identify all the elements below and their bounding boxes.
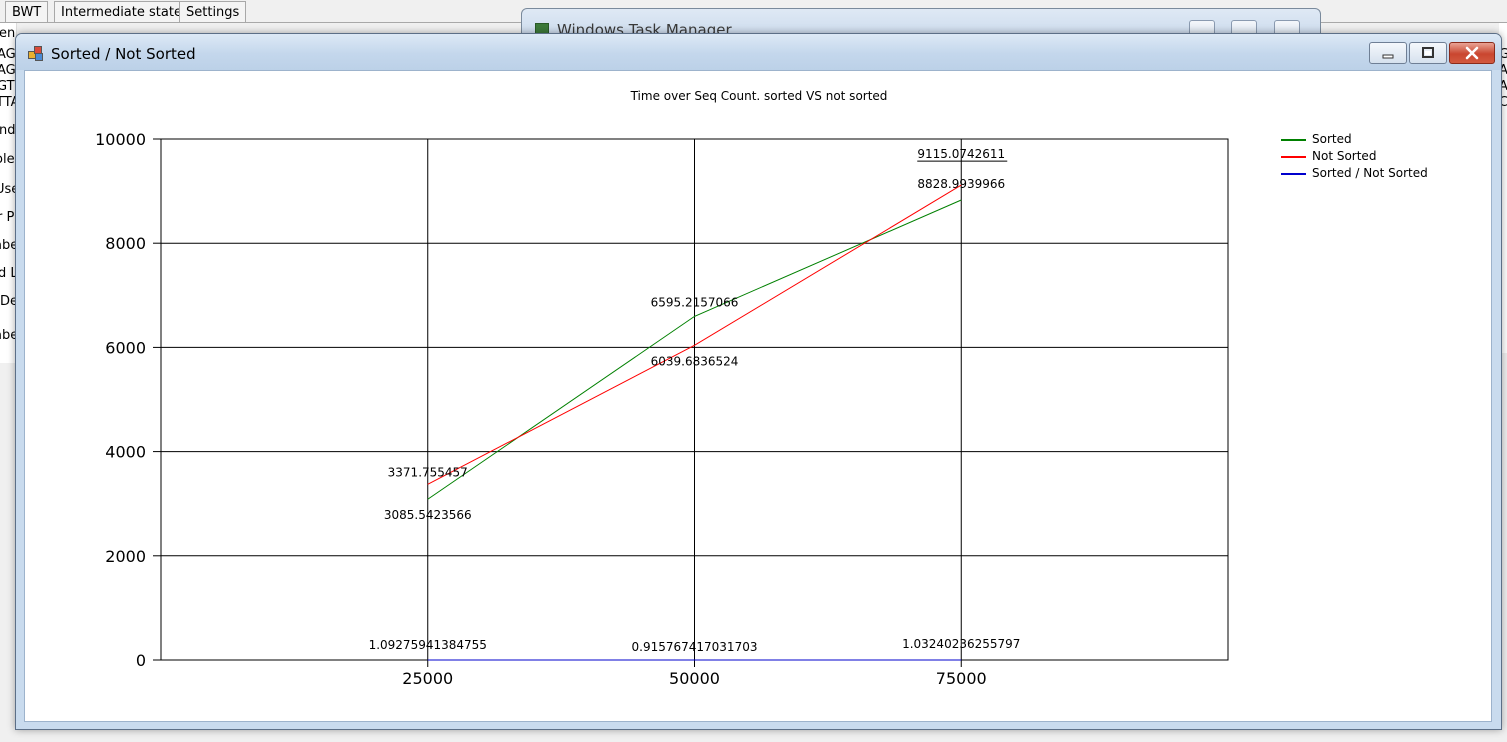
minimize-button[interactable] (1369, 42, 1407, 64)
y-tick-label: 6000 (105, 338, 146, 357)
legend-swatch-sorted (1281, 139, 1306, 141)
data-label-not-sorted: 3371.755457 (388, 465, 468, 479)
data-label-ratio: 1.09275941384755 (369, 638, 487, 652)
x-tick-label: 25000 (402, 669, 453, 688)
background-text: rence (0, 26, 16, 41)
background-text: G (1499, 47, 1507, 62)
legend-swatch-ratio (1281, 173, 1306, 175)
legend-label: Not Sorted (1312, 149, 1377, 163)
background-text: Use (0, 182, 16, 197)
tab-bwt[interactable]: BWT (5, 1, 49, 22)
close-button[interactable] (1449, 42, 1495, 64)
legend-label: Sorted (1312, 132, 1352, 146)
background-text: AG (0, 63, 16, 78)
background-text: TTA (0, 95, 16, 110)
tab-settings[interactable]: Settings (179, 1, 247, 22)
background-text: A (1499, 63, 1507, 78)
window-titlebar[interactable]: Sorted / Not Sorted (16, 34, 1501, 70)
y-tick-label: 2000 (105, 547, 146, 566)
x-tick-label: 75000 (936, 669, 987, 688)
maximize-button[interactable] (1409, 42, 1447, 64)
chart-window: Sorted / Not Sorted Time over Seq Count.… (15, 33, 1502, 730)
background-right-panel: G A A C (1499, 23, 1507, 353)
data-label-sorted: 3085.5423566 (384, 508, 472, 522)
x-tick-label: 50000 (669, 669, 720, 688)
background-text: d L (0, 266, 17, 281)
legend-label: Sorted / Not Sorted (1312, 166, 1428, 180)
y-tick-label: 10000 (95, 130, 146, 149)
data-label-sorted: 6595.2157066 (651, 295, 739, 309)
window-title: Sorted / Not Sorted (51, 45, 196, 63)
series-line-not-sorted (427, 184, 962, 485)
y-tick-label: 8000 (105, 234, 146, 253)
close-icon (1465, 46, 1479, 60)
tab-intermediate-states[interactable]: Intermediate states (54, 1, 196, 22)
background-text: abe (0, 328, 17, 343)
chart-app-icon (28, 46, 45, 62)
legend-swatch-not-sorted (1281, 156, 1306, 158)
background-text: A (1499, 79, 1507, 94)
y-tick-label: 4000 (105, 443, 146, 462)
chart-title: Time over Seq Count. sorted VS not sorte… (630, 89, 888, 103)
minimize-icon (1382, 54, 1394, 59)
background-left-panel: rence AG AG GT TTA nd ole Use r P abe d … (0, 23, 17, 363)
data-label-ratio: 1.03240236255797 (902, 637, 1020, 651)
background-text: abe (0, 238, 17, 253)
background-text: ole (0, 152, 15, 167)
chart-area: Time over Seq Count. sorted VS not sorte… (24, 70, 1492, 722)
chart-plot: 0 2000 4000 6000 8000 10000 25000 50000 75000 308… (95, 130, 1229, 688)
background-text: AG (0, 47, 16, 62)
background-text: De (0, 294, 17, 309)
data-label-sorted: 8828.9939966 (917, 177, 1005, 191)
background-text: GT (0, 79, 15, 94)
background-text: r P (0, 210, 15, 225)
maximize-icon (1422, 47, 1434, 58)
data-label-not-sorted: 6039.6836524 (651, 354, 739, 368)
background-text: C (1499, 95, 1507, 110)
data-label-not-sorted: 9115.0742611 (917, 147, 1005, 161)
y-tick-label: 0 (136, 651, 146, 670)
data-label-ratio: 0.915767417031703 (632, 640, 758, 654)
background-text: nd (0, 123, 16, 138)
